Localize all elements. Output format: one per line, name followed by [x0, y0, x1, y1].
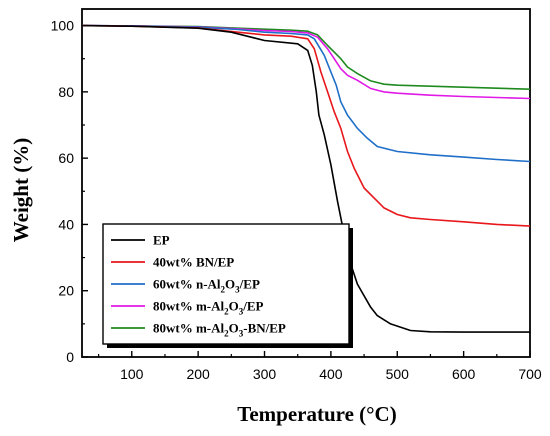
plot-border	[81, 8, 531, 358]
x-tick-label: 300	[253, 366, 277, 382]
legend-label: 80wt% m-Al2O3/EP	[153, 299, 264, 317]
y-tick-label: 40	[58, 216, 74, 232]
y-axis-ticks: 0 20 40 60 80 100	[51, 18, 88, 365]
plot-frame	[81, 8, 531, 358]
legend-label: 60wt% n-Al2O3/EP	[153, 277, 260, 295]
x-tick-label: 600	[452, 366, 476, 382]
x-axis-title: Temperature (°C)	[237, 402, 396, 426]
x-tick-label: 100	[120, 366, 144, 382]
y-tick-label: 0	[66, 349, 74, 365]
y-tick-label: 100	[51, 18, 75, 34]
series-line	[81, 24, 531, 227]
y-tick-label: 60	[58, 150, 74, 166]
y-tick-label: 20	[58, 283, 74, 299]
legend-label: EP	[153, 233, 170, 248]
series-line	[81, 24, 531, 163]
legend-label: 80wt% m-Al2O3-BN/EP	[153, 321, 286, 339]
legend-label: 40wt% BN/EP	[153, 255, 234, 270]
series-layer	[81, 24, 531, 333]
x-tick-label: 400	[319, 366, 343, 382]
legend: EP 40wt% BN/EP 60wt% n-Al2O3/EP 80wt% m-Al2…	[102, 223, 353, 348]
x-tick-label: 500	[386, 366, 410, 382]
x-axis-ticks: 100 200 300 400 500 600 700	[97, 351, 542, 382]
x-tick-label: 200	[186, 366, 210, 382]
y-tick-label: 80	[58, 84, 74, 100]
x-tick-label: 700	[518, 366, 542, 382]
series-line	[81, 24, 530, 333]
y-axis-title: Weight (%)	[9, 138, 33, 242]
